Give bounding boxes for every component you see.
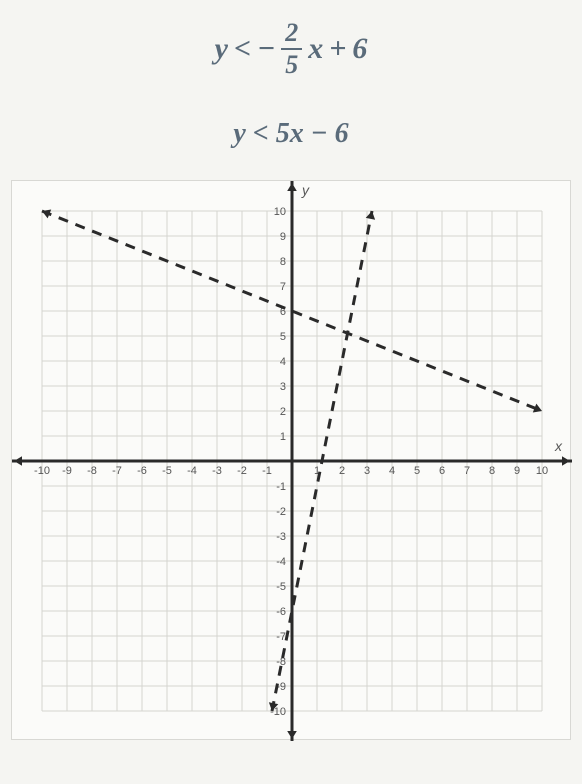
- x-tick-label: -9: [62, 465, 72, 477]
- x-tick-label: -5: [162, 465, 172, 477]
- var-y: y: [215, 32, 228, 66]
- constant: 6: [352, 32, 367, 66]
- x-tick-label: -7: [112, 465, 122, 477]
- x-tick-label: -10: [34, 465, 50, 477]
- arrowhead-icon: [562, 456, 570, 466]
- x-tick-label: 10: [536, 465, 548, 477]
- y-axis-label: y: [301, 182, 310, 198]
- y-tick-label: 4: [280, 356, 286, 368]
- numerator: 2: [281, 20, 302, 50]
- coordinate-plane: -10-9-8-7-6-5-4-3-2-112345678910-10-9-8-…: [11, 180, 571, 740]
- plus-sign: +: [329, 32, 346, 66]
- arrowhead-icon: [287, 731, 297, 739]
- y-tick-label: -5: [276, 581, 286, 593]
- x-tick-label: -2: [237, 465, 247, 477]
- x-tick-label: -8: [87, 465, 97, 477]
- y-tick-label: -6: [276, 606, 286, 618]
- y-tick-label: -1: [276, 481, 286, 493]
- x-axis-label: x: [554, 438, 563, 454]
- neg-sign: −: [257, 32, 275, 66]
- y-tick-label: 9: [280, 231, 286, 243]
- y-tick-label: -2: [276, 506, 286, 518]
- y-tick-label: -3: [276, 531, 286, 543]
- x-tick-label: 8: [489, 465, 495, 477]
- fraction: 2 5: [281, 20, 302, 78]
- x-tick-label: 5: [414, 465, 420, 477]
- x-tick-label: 7: [464, 465, 470, 477]
- arrowhead-icon: [14, 456, 22, 466]
- x-tick-label: 3: [364, 465, 370, 477]
- arrowhead-icon: [287, 183, 297, 191]
- y-tick-label: 10: [274, 206, 286, 218]
- x-tick-label: 6: [439, 465, 445, 477]
- x-tick-label: -3: [212, 465, 222, 477]
- x-tick-label: 4: [389, 465, 395, 477]
- inequality-1: y < − 2 5 x + 6: [215, 20, 368, 78]
- denominator: 5: [281, 50, 302, 78]
- y-tick-label: 8: [280, 256, 286, 268]
- x-tick-label: -4: [187, 465, 197, 477]
- x-tick-label: 2: [339, 465, 345, 477]
- var-x: x: [308, 32, 323, 66]
- y-tick-label: -7: [276, 631, 286, 643]
- inequality-2: y < 5x − 6: [233, 118, 348, 150]
- y-tick-label: 5: [280, 331, 286, 343]
- x-tick-label: -6: [137, 465, 147, 477]
- y-tick-label: 1: [280, 431, 286, 443]
- y-tick-label: 2: [280, 406, 286, 418]
- y-tick-label: -4: [276, 556, 286, 568]
- y-tick-label: 3: [280, 381, 286, 393]
- x-tick-label: 9: [514, 465, 520, 477]
- y-tick-label: 7: [280, 281, 286, 293]
- graph-svg: -10-9-8-7-6-5-4-3-2-112345678910-10-9-8-…: [12, 181, 572, 741]
- x-tick-label: -1: [262, 465, 272, 477]
- lt-sign: <: [234, 32, 251, 66]
